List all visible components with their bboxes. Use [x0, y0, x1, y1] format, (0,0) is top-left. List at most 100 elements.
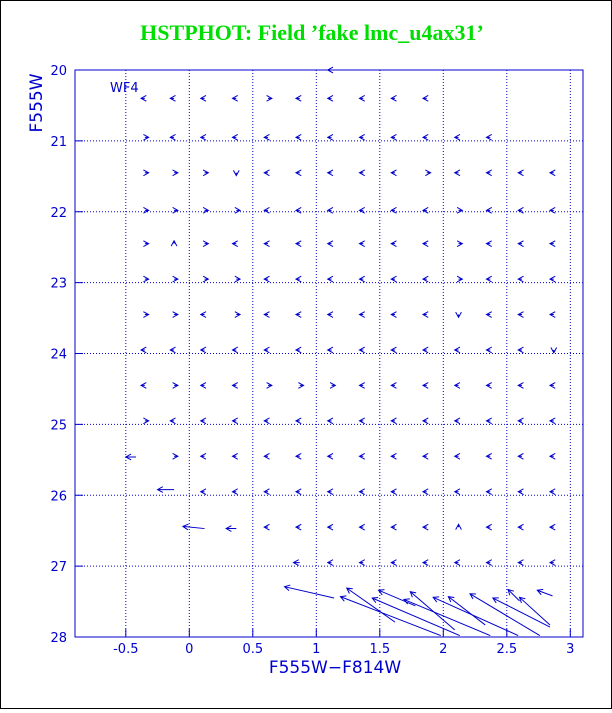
vector-arrow [234, 275, 242, 283]
vector-arrow [294, 523, 302, 531]
vector-arrow [294, 275, 302, 283]
vector-arrow [358, 169, 365, 177]
vector-arrow [548, 488, 556, 496]
vector-arrow [329, 382, 337, 389]
vector-arrow [231, 134, 238, 141]
vector-arrow [453, 452, 461, 460]
vector-arrow [390, 417, 397, 425]
vector-arrow [548, 382, 556, 389]
vector-arrow [425, 169, 432, 177]
vector-arrow [326, 207, 334, 214]
vector-arrow [199, 95, 207, 102]
vector-arrow [326, 417, 334, 425]
vector-arrow [169, 95, 176, 102]
vector-arrow [390, 240, 397, 247]
vector-arrow [263, 169, 270, 177]
x-tick-label: 0 [185, 642, 193, 657]
vector-arrow [172, 207, 179, 214]
vector-arrow [294, 240, 302, 247]
vector-arrow [517, 240, 524, 247]
vector-arrow [139, 346, 147, 354]
vector-arrow [507, 588, 520, 602]
vector-arrow [263, 523, 270, 531]
vector-arrow [266, 382, 273, 389]
vector-arrow [231, 95, 238, 102]
vector-arrow [294, 488, 302, 496]
vector-arrow [202, 169, 210, 177]
y-tick-label: 24 [50, 348, 67, 363]
vector-arrow [266, 95, 273, 102]
vector-arrow [172, 452, 179, 460]
vector-arrow [292, 559, 300, 566]
vector-arrow [550, 347, 558, 354]
x-tick-label: 2 [439, 642, 447, 657]
vector-arrow [453, 488, 461, 496]
vector-arrow [143, 169, 150, 177]
vector-arrow [263, 240, 270, 247]
vector-arrow [199, 417, 207, 425]
vector-arrow [225, 525, 237, 532]
vector-arrow [169, 417, 176, 425]
vector-arrow [447, 595, 486, 626]
vector-arrow [181, 523, 205, 531]
x-tick-label: 0.5 [242, 642, 263, 657]
vector-arrow [231, 240, 238, 247]
vector-arrow [517, 452, 524, 460]
vector-arrow [263, 207, 270, 214]
vector-arrow [390, 134, 397, 141]
vector-arrow [143, 311, 150, 318]
vector-arrow [358, 95, 365, 102]
vector-arrow [518, 596, 551, 626]
y-tick-label: 28 [50, 631, 67, 646]
vector-arrow [169, 346, 176, 354]
vector-arrow [390, 207, 397, 214]
y-tick-label: 22 [50, 206, 67, 221]
vector-arrow [172, 382, 179, 389]
vector-arrow [358, 207, 365, 214]
vector-arrow [455, 311, 462, 319]
vector-arrow [326, 452, 334, 460]
vector-arrow [263, 134, 270, 141]
vector-arrow [485, 207, 492, 214]
vector-arrow [326, 66, 334, 74]
y-tick-label: 27 [50, 560, 67, 575]
vector-arrow [358, 523, 365, 531]
vector-arrow [199, 346, 207, 354]
vector-arrow [339, 595, 441, 637]
plot-frame [74, 69, 584, 638]
vector-arrow [485, 488, 492, 496]
vector-arrow [517, 346, 524, 354]
vector-arrow [536, 588, 553, 597]
vector-arrow [548, 169, 556, 177]
vector-arrow [358, 559, 365, 566]
vector-arrow [298, 382, 305, 389]
y-tick-label: 25 [50, 418, 67, 433]
vector-arrow [294, 311, 302, 318]
vector-arrow [199, 488, 207, 496]
x-tick-label: -0.5 [113, 642, 138, 657]
vector-arrow [326, 488, 334, 496]
vector-arrow [231, 417, 238, 425]
vector-arrow [421, 559, 429, 566]
vector-arrow [409, 590, 456, 631]
vector-arrow [421, 523, 429, 531]
vector-arrow [517, 207, 524, 214]
vector-arrow [294, 134, 302, 141]
vector-arrow [421, 240, 429, 247]
vector-arrow [326, 275, 334, 283]
vector-arrow [390, 346, 397, 354]
vector-arrow [421, 452, 429, 460]
vector-arrow [326, 311, 334, 318]
y-tick-label: 20 [50, 64, 67, 79]
vector-arrow [402, 598, 491, 637]
vector-arrow [283, 584, 335, 599]
x-tick-label: 2.5 [496, 642, 517, 657]
vector-arrow [143, 134, 150, 141]
vector-arrow [421, 417, 429, 425]
vector-arrow [517, 523, 524, 531]
vector-arrow [485, 417, 492, 425]
vector-arrow [548, 523, 556, 531]
vector-arrow [358, 134, 365, 141]
vector-arrow [371, 596, 461, 637]
